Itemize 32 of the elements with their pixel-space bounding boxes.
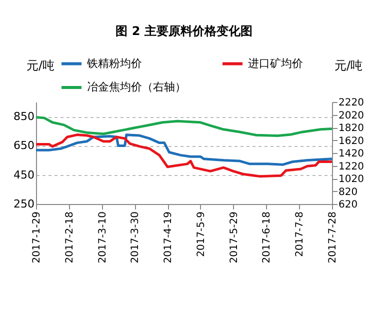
chart-title: 图 2 主要原料价格变化图 xyxy=(116,24,252,38)
x-tick-label: 2017-3-30 xyxy=(130,212,142,264)
y2-tick-label: 2220 xyxy=(338,98,364,108)
y-axis-title: 元/吨 xyxy=(26,58,55,72)
y2-tick-label: 620 xyxy=(338,200,358,210)
y-tick-label: 850 xyxy=(14,110,34,124)
y2-tick-label: 1020 xyxy=(338,174,364,185)
legend-label: 进口矿均价 xyxy=(248,56,303,70)
x-tick-label: 2017-7-28 xyxy=(328,212,338,264)
legend-label: 铁精粉均价 xyxy=(86,56,142,70)
legend-label: 冶金焦均价（右轴） xyxy=(87,80,186,94)
y2-tick-label: 1820 xyxy=(338,123,364,134)
line-series xyxy=(36,134,332,178)
x-tick-label: 2017-2-18 xyxy=(64,212,76,264)
x-tick-label: 2017-6-18 xyxy=(262,212,273,264)
y2-tick-label: 1620 xyxy=(338,136,364,147)
line-series xyxy=(36,134,332,166)
x-tick-label: 2017-3-10 xyxy=(97,212,108,264)
x-tick-label: 2017-4-19 xyxy=(163,212,174,264)
y2-axis-title: 元/吨 xyxy=(334,58,363,72)
x-tick-label: 2017-7-8 xyxy=(294,212,306,257)
x-tick-label: 2017-5-29 xyxy=(228,212,240,264)
line-series xyxy=(36,116,332,138)
y-tick-label: 450 xyxy=(14,168,34,182)
y-tick-label: 650 xyxy=(14,139,34,152)
y2-tick-label: 2020 xyxy=(338,110,364,122)
x-tick-label: 2017-1-29 xyxy=(32,212,42,264)
y2-tick-label: 820 xyxy=(338,186,358,198)
x-tick-label: 2017-5-9 xyxy=(196,212,207,257)
y2-tick-label: 1420 xyxy=(338,148,364,160)
y-tick-label: 250 xyxy=(14,198,34,210)
y2-tick-label: 1220 xyxy=(338,161,364,172)
